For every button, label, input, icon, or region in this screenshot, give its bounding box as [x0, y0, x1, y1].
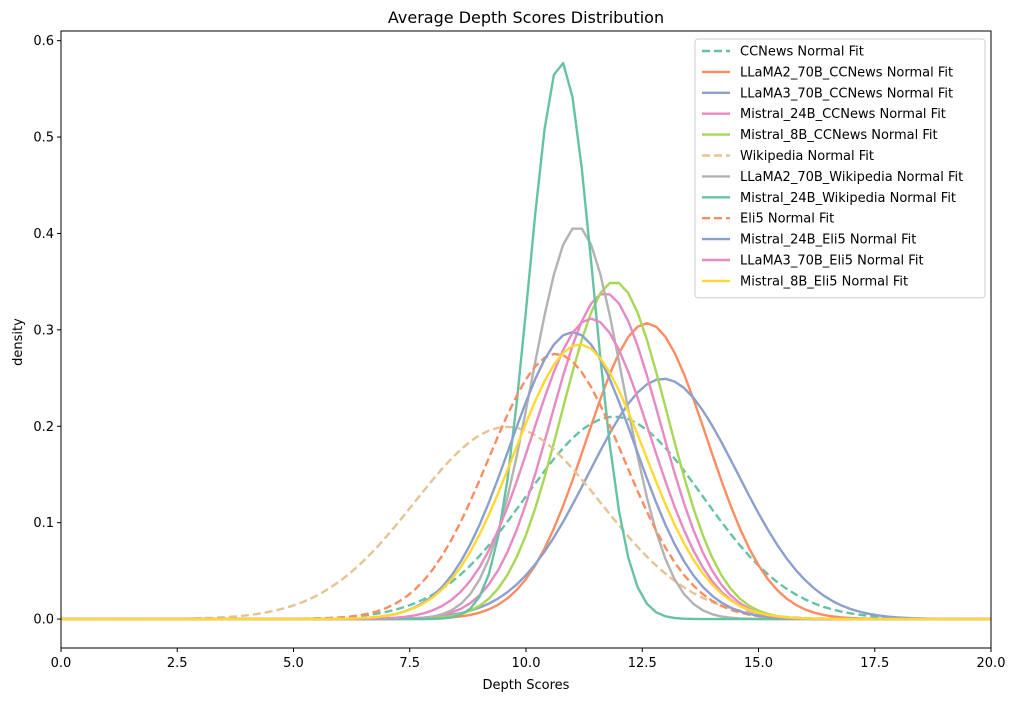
y-tick-label: 0.1	[33, 516, 54, 531]
x-tick-label: 0.0	[51, 656, 72, 671]
legend-label: Mistral_24B_CCNews Normal Fit	[740, 107, 946, 122]
legend-label: Mistral_8B_CCNews Normal Fit	[740, 128, 938, 143]
curves-layer	[61, 61, 991, 621]
y-tick-label: 0.4	[33, 227, 54, 242]
x-tick-label: 5.0	[283, 656, 304, 671]
legend-label: Mistral_8B_Eli5 Normal Fit	[740, 274, 908, 289]
x-tick-label: 15.0	[744, 656, 773, 671]
series-line-0	[61, 415, 991, 621]
x-tick-label: 10.0	[512, 656, 541, 671]
series-line-11	[61, 343, 991, 621]
legend-label: Mistral_24B_Eli5 Normal Fit	[740, 233, 916, 248]
legend-label: LLaMA3_70B_CCNews Normal Fit	[740, 86, 953, 101]
legend-label: LLaMA2_70B_Wikipedia Normal Fit	[740, 170, 963, 185]
y-tick-label: 0.6	[33, 34, 54, 49]
legend-label: Mistral_24B_Wikipedia Normal Fit	[740, 191, 956, 206]
x-axis-label: Depth Scores	[483, 678, 570, 693]
x-tick-label: 17.5	[860, 656, 889, 671]
legend-label: LLaMA3_70B_Eli5 Normal Fit	[740, 254, 924, 269]
chart-title: Average Depth Scores Distribution	[388, 8, 664, 27]
y-tick-label: 0.0	[33, 613, 54, 628]
x-tick-label: 2.5	[167, 656, 188, 671]
legend-label: Wikipedia Normal Fit	[740, 149, 874, 164]
legend-label: Eli5 Normal Fit	[740, 212, 834, 227]
axes-layer: 0.0 2.5 5.0 7.5 10.0 12.5 15.0 17.5 20.0 0.0 0.1 0.…	[33, 30, 1006, 671]
legend: CCNews Normal Fit LLaMA2_70B_CCNews Norma…	[694, 38, 986, 299]
x-tick-label: 20.0	[977, 656, 1006, 671]
legend-label: CCNews Normal Fit	[740, 45, 864, 60]
x-tick-label: 12.5	[628, 656, 657, 671]
y-axis-label: density	[11, 318, 26, 366]
x-tick-label: 7.5	[399, 656, 420, 671]
y-tick-label: 0.3	[33, 323, 54, 338]
y-tick-label: 0.5	[33, 131, 54, 146]
y-tick-label: 0.2	[33, 420, 54, 435]
legend-box	[694, 38, 986, 299]
legend-label: LLaMA2_70B_CCNews Normal Fit	[740, 65, 953, 80]
